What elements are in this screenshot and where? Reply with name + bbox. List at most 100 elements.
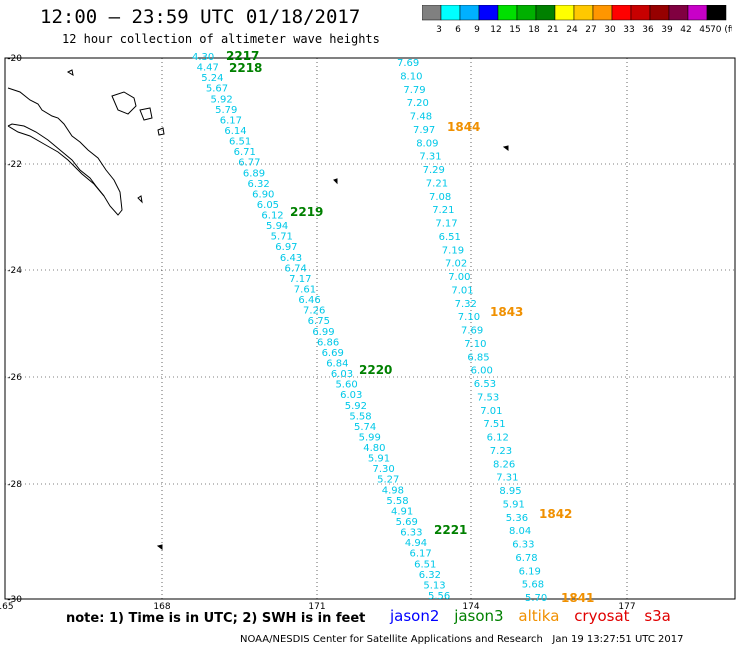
legend-cryosat: cryosat (574, 607, 630, 625)
wave-height-value: 5.92 (345, 401, 367, 412)
latitude-label: -22 (7, 160, 22, 170)
legend-altika: altika (518, 607, 560, 625)
longitude-label: 165 (0, 602, 14, 610)
jason3-time-label: 2221 (434, 523, 467, 537)
colorbar-label: 21 (547, 25, 558, 35)
colorbar-swatch (706, 5, 727, 21)
wave-height-value: 5.91 (503, 499, 525, 510)
wave-height-value: 7.23 (490, 446, 512, 457)
wave-height-value: 5.58 (386, 496, 408, 507)
wave-height-value: 5.70 (525, 593, 547, 604)
wave-height-value: 5.36 (506, 513, 528, 524)
wave-height-value: 6.51 (439, 232, 461, 243)
colorbar-label: 18 (528, 25, 540, 35)
wave-height-value: 6.89 (243, 168, 265, 179)
wave-height-value: 5.27 (377, 475, 399, 486)
wave-height-value: 7.08 (429, 192, 451, 203)
colorbar-label: 27 (585, 25, 596, 35)
wave-height-value: 5.68 (522, 580, 544, 591)
wave-height-value: 5.24 (201, 73, 223, 84)
wave-height-value: 6.84 (326, 358, 348, 369)
wave-height-value: 5.71 (271, 232, 293, 243)
wave-height-value: 6.97 (275, 242, 297, 253)
wave-height-value: 6.69 (322, 348, 344, 359)
page-subtitle: 12 hour collection of altimeter wave hei… (62, 32, 380, 46)
altika-time-label: 1843 (490, 305, 523, 319)
jason3-time-label: 2220 (359, 363, 392, 377)
wave-height-value: 6.51 (229, 137, 251, 148)
colorbar-label: 36 (642, 25, 654, 35)
wave-height-value: 6.33 (400, 528, 422, 539)
wave-height-value: 6.46 (298, 295, 320, 306)
wave-height-value: 6.32 (248, 179, 270, 190)
wave-height-value: 5.74 (354, 422, 376, 433)
longitude-label: 174 (462, 602, 479, 610)
wave-height-value: 6.43 (280, 253, 302, 264)
wave-height-value: 6.99 (312, 327, 334, 338)
wave-height-value: 4.91 (391, 506, 413, 517)
legend-jason2: jason2 (390, 607, 440, 625)
wave-height-value: 7.32 (455, 299, 477, 310)
wave-height-value: 5.69 (396, 517, 418, 528)
colorbar-label: 24 (566, 25, 578, 35)
wave-height-value: 4.94 (405, 538, 427, 549)
wave-height-value: 4.98 (382, 485, 404, 496)
colorbar-label: 39 (661, 25, 673, 35)
wave-height-value: 5.94 (266, 221, 288, 232)
wave-height-value: 6.90 (252, 189, 274, 200)
wave-height-value: 6.85 (467, 352, 489, 363)
wave-height-value: 5.13 (423, 580, 445, 591)
altika-time-label: 1842 (539, 507, 572, 521)
wave-height-map: -20-22-24-26-28-30 165168171174177 4.304… (0, 49, 736, 610)
track-a-values: 4.304.475.245.675.925.796.176.146.516.71… (192, 52, 450, 602)
wave-height-value: 4.47 (197, 63, 219, 74)
wave-height-value: 7.79 (403, 85, 425, 96)
wave-height-value: 6.12 (261, 211, 283, 222)
wave-height-value: 4.30 (192, 52, 214, 63)
wave-height-value: 7.17 (435, 219, 457, 230)
wave-height-value: 7.53 (477, 392, 499, 403)
colorbar-label: 45 (699, 25, 710, 35)
wave-height-value: 6.74 (285, 263, 307, 274)
jason3-time-label: 2218 (229, 61, 262, 75)
wave-height-value: 6.19 (519, 566, 541, 577)
wave-height-value: 6.17 (220, 115, 242, 126)
wave-height-value: 5.56 (428, 591, 450, 602)
jason3-time-label: 2217 (226, 49, 259, 63)
wave-height-value: 6.12 (487, 433, 509, 444)
colorbar-label: 30 (604, 25, 616, 35)
wave-height-value: 7.20 (407, 98, 429, 109)
wave-height-value: 6.86 (317, 337, 339, 348)
wave-height-value: 5.91 (368, 454, 390, 465)
wave-height-value: 6.32 (419, 570, 441, 581)
legend-s3a: s3a (644, 607, 671, 625)
wave-height-value: 7.17 (289, 274, 311, 285)
colorbar-label: 6 (455, 25, 461, 35)
wave-height-value: 7.19 (442, 245, 464, 256)
wave-height-value: 7.21 (426, 178, 448, 189)
wave-height-value: 8.95 (499, 486, 521, 497)
wave-height-value: 7.31 (419, 152, 441, 163)
latitude-label: -30 (7, 595, 22, 605)
wave-height-value: 6.33 (512, 540, 534, 551)
colorbar-label: 33 (623, 25, 634, 35)
wave-height-value: 7.30 (372, 464, 394, 475)
wave-height-value: 6.71 (234, 147, 256, 158)
wave-height-value: 7.01 (451, 285, 473, 296)
latitude-label: -28 (7, 480, 22, 490)
latitude-label: -20 (7, 54, 22, 64)
wave-height-value: 7.61 (294, 285, 316, 296)
wave-height-value: 6.03 (331, 369, 353, 380)
wave-height-value: 7.97 (413, 125, 435, 136)
map-frame (4, 57, 736, 600)
wave-height-value: 7.69 (397, 58, 419, 69)
wave-height-value: 7.69 (461, 326, 483, 337)
footer-credit: NOAA/NESDIS Center for Satellite Applica… (240, 634, 684, 645)
note-text: note: 1) Time is in UTC; 2) SWH is in fe… (66, 611, 366, 626)
wave-height-value: 8.10 (400, 71, 422, 82)
latitude-label: -24 (7, 266, 22, 276)
colorbar-label: 9 (474, 25, 480, 35)
wave-height-value: 4.80 (363, 443, 385, 454)
wave-height-value: 5.92 (211, 94, 233, 105)
wave-height-value: 6.17 (409, 549, 431, 560)
